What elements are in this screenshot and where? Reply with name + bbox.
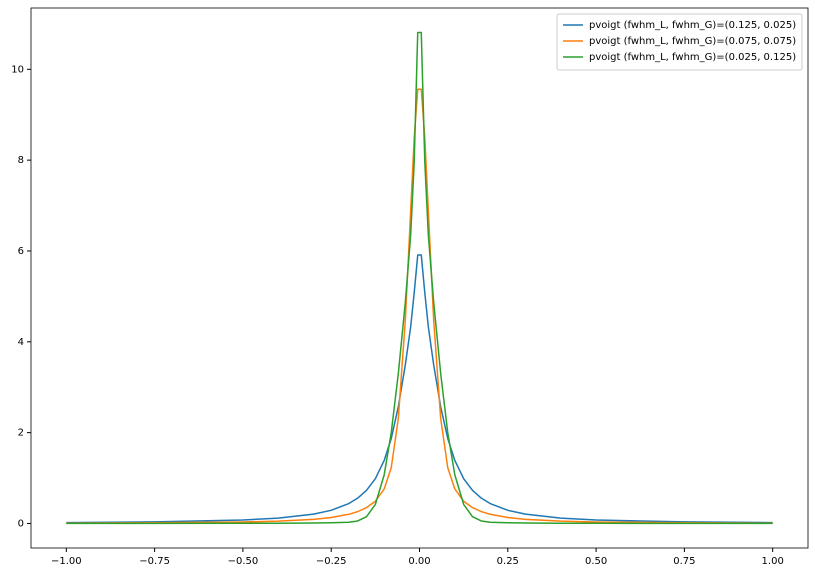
- legend-label: pvoigt (fwhm_L, fwhm_G)=(0.075, 0.075): [589, 36, 796, 47]
- x-tick-label: 0.75: [673, 556, 695, 567]
- y-tick-label: 6: [18, 246, 24, 257]
- line-series: [66, 31, 773, 525]
- x-tick-label: −0.75: [139, 556, 170, 567]
- x-tick-label: −0.25: [316, 556, 347, 567]
- y-tick-label: 8: [18, 155, 24, 166]
- line-series: [66, 88, 773, 524]
- y-tick-label: 4: [18, 337, 24, 348]
- legend-label: pvoigt (fwhm_L, fwhm_G)=(0.025, 0.125): [589, 52, 796, 63]
- x-tick-label: 1.00: [762, 556, 784, 567]
- y-tick-label: 2: [18, 428, 24, 439]
- x-tick-label: −1.00: [51, 556, 82, 567]
- line-series: [66, 254, 773, 524]
- y-tick-label: 10: [11, 64, 24, 75]
- plot-frame: [30, 7, 809, 549]
- legend-box: [556, 13, 803, 71]
- x-tick-label: 0.25: [497, 556, 519, 567]
- y-tick-label: 0: [18, 518, 24, 529]
- legend-label: pvoigt (fwhm_L, fwhm_G)=(0.125, 0.025): [589, 20, 796, 31]
- x-tick-label: 0.50: [585, 556, 607, 567]
- x-tick-label: 0.00: [408, 556, 430, 567]
- x-tick-label: −0.50: [228, 556, 259, 567]
